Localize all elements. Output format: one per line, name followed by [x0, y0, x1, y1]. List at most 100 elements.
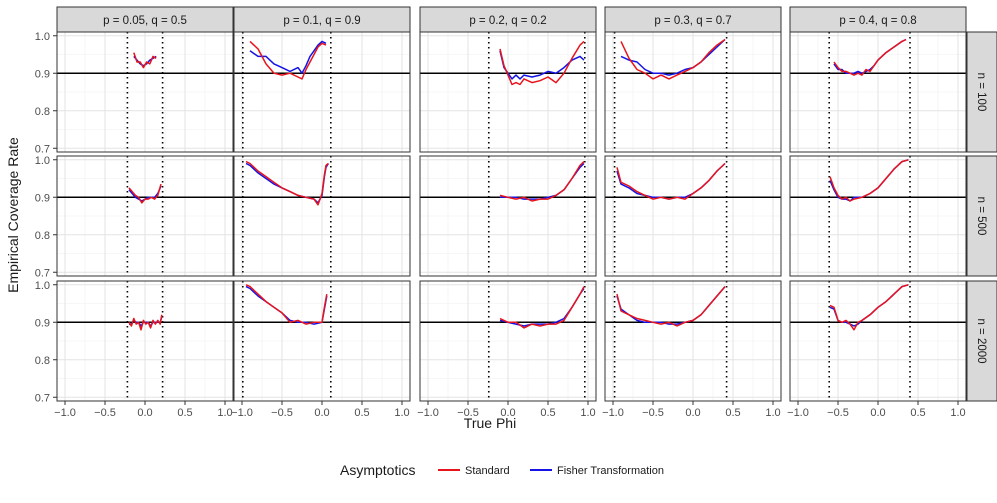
y-tick-label: 1.0 [35, 280, 50, 292]
x-tick-label: 1.0 [950, 407, 965, 419]
y-tick-label: 0.7 [35, 143, 50, 155]
x-tick-label: 0.0 [870, 407, 885, 419]
column-strip-label: p = 0.2, q = 0.2 [469, 15, 546, 27]
series-standard [499, 40, 585, 86]
panel [233, 280, 411, 402]
y-axis-label: Empirical Coverage Rate [5, 137, 21, 293]
row-strip-label: n = 500 [975, 197, 987, 236]
row-strip: n = 100 [966, 31, 997, 153]
series-standard [499, 161, 585, 202]
panel [419, 280, 597, 402]
row-strip: n = 2000 [966, 280, 997, 402]
series-standard [128, 183, 162, 204]
panel [604, 31, 782, 153]
column-strip-bg [419, 6, 597, 33]
x-tick-label: 1.0 [765, 407, 780, 419]
x-tick-label: −0.5 [271, 407, 293, 419]
panel [56, 155, 234, 277]
series-standard [829, 159, 909, 202]
panel-border [789, 155, 967, 277]
series-standard [616, 162, 726, 200]
column-strip-label: p = 0.05, q = 0.5 [103, 15, 187, 27]
x-tick-label: 0.0 [137, 407, 152, 419]
y-tick-label: 1.0 [35, 31, 50, 43]
panel [233, 31, 411, 153]
column-strip-label: p = 0.4, q = 0.8 [839, 15, 916, 27]
x-tick-label: 0.0 [500, 407, 515, 419]
legend-label-fisher: Fisher Transformation [557, 465, 664, 477]
x-tick-label: −0.5 [94, 407, 116, 419]
x-tick-label: 0.0 [685, 407, 700, 419]
panel [56, 280, 234, 402]
series-standard [133, 52, 157, 69]
x-tick-label: −1.0 [787, 407, 809, 419]
panel [56, 31, 234, 153]
column-strip: p = 0.2, q = 0.2 [419, 6, 597, 33]
legend-label-standard: Standard [465, 465, 510, 477]
y-axis: 0.70.80.91.00.70.80.91.00.70.80.91.0 [35, 31, 57, 404]
panel [789, 155, 967, 277]
column-strip-bg [56, 6, 234, 33]
panel-border [604, 155, 782, 277]
row-strip-bg [966, 280, 997, 402]
y-tick-label: 1.0 [35, 155, 50, 167]
x-axis: −1.0 −0.5 0.0 0.5 1.0−1.0 −0.5 0.0 0.5 1.0 −1.0 −0… [54, 401, 966, 419]
panel-border [56, 155, 234, 277]
y-tick-label: 0.8 [35, 355, 50, 367]
column-strip-bg [604, 6, 782, 33]
panel [419, 155, 597, 277]
series-fisher [620, 38, 726, 76]
panels-layer [56, 31, 967, 402]
series-standard [245, 160, 329, 206]
series-standard [499, 286, 585, 329]
panel [604, 280, 782, 402]
x-tick-label: 0.5 [725, 407, 740, 419]
y-tick-label: 0.9 [35, 192, 50, 204]
y-tick-label: 0.9 [35, 317, 50, 329]
row-strip-bg [966, 155, 997, 277]
column-strip: p = 0.3, q = 0.7 [604, 6, 782, 33]
panel [789, 280, 967, 402]
y-tick-label: 0.8 [35, 106, 50, 118]
x-tick-label: 1.0 [394, 407, 409, 419]
column-strip: p = 0.05, q = 0.5 [56, 6, 234, 33]
y-tick-label: 0.7 [35, 267, 50, 279]
row-strip-label: n = 100 [975, 73, 987, 112]
row-strip: n = 500 [966, 155, 997, 277]
series-standard [829, 284, 909, 331]
row-strip-label: n = 2000 [975, 318, 987, 363]
panel-border [233, 155, 411, 277]
series-standard [616, 286, 726, 327]
x-tick-label: −0.5 [457, 407, 479, 419]
x-tick-label: −1.0 [54, 407, 76, 419]
series-standard [128, 314, 163, 331]
panel [789, 31, 967, 153]
series-fisher [249, 40, 327, 74]
x-tick-label: 0.5 [910, 407, 925, 419]
panel [604, 155, 782, 277]
panel-border [419, 155, 597, 277]
panel [419, 31, 597, 153]
series-standard [833, 38, 907, 76]
x-tick-label: 0.5 [540, 407, 555, 419]
y-tick-label: 0.9 [35, 68, 50, 80]
x-tick-label: −1.0 [417, 407, 439, 419]
column-strip-bg [789, 6, 967, 33]
series-standard [245, 284, 328, 325]
legend: Asymptotics Standard Fisher Transformati… [340, 462, 664, 478]
x-tick-label: 1.0 [580, 407, 595, 419]
x-tick-label: 1.0 [217, 407, 232, 419]
column-strip-bg [233, 6, 411, 33]
x-tick-label: 0.5 [177, 407, 192, 419]
x-tick-label: −0.5 [827, 407, 849, 419]
x-axis-label: True Phi [464, 415, 516, 431]
x-tick-label: −1.0 [231, 407, 253, 419]
column-strip: p = 0.1, q = 0.9 [233, 6, 411, 33]
series-standard [249, 40, 327, 80]
x-tick-label: 0.5 [354, 407, 369, 419]
column-strip: p = 0.4, q = 0.8 [789, 6, 967, 33]
x-tick-label: 0.0 [314, 407, 329, 419]
panel [233, 155, 411, 277]
